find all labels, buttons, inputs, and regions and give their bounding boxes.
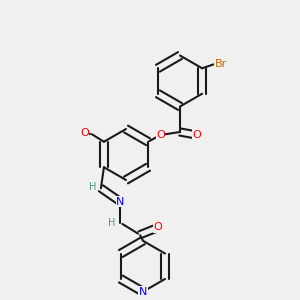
Text: N: N [116,197,124,207]
Text: O: O [156,130,165,140]
Text: O: O [192,130,201,140]
Text: N: N [139,287,147,297]
Text: O: O [80,128,89,138]
Text: H: H [108,218,116,228]
Text: H: H [89,182,96,192]
Text: Br: Br [215,59,227,69]
Text: O: O [154,222,162,232]
